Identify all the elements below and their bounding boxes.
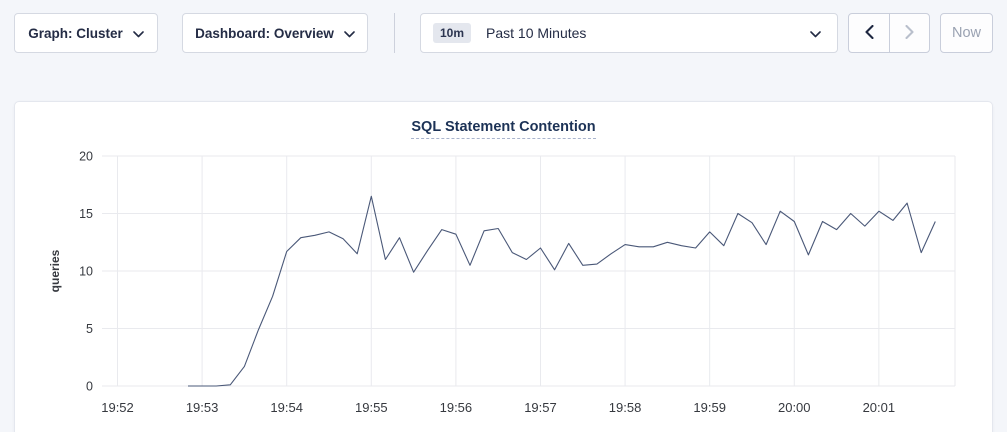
svg-text:19:53: 19:53 [186, 400, 219, 415]
chart-panel: SQL Statement Contention 0 5 10 15 20 19:52 19… [14, 101, 993, 432]
chart-area: 0 5 10 15 20 19:52 19:53 19:54 19:55 19:56 19:57 19… [21, 140, 986, 432]
graph-dropdown[interactable]: Graph: Cluster [14, 13, 158, 53]
chevron-down-icon [132, 26, 144, 41]
svg-text:10: 10 [79, 265, 93, 279]
chevron-down-icon [810, 25, 821, 41]
chevron-down-icon [344, 26, 355, 41]
svg-text:0: 0 [86, 380, 93, 394]
time-range-selector[interactable]: 10m Past 10 Minutes [420, 13, 838, 53]
svg-text:queries: queries [48, 249, 62, 292]
chart-title-text[interactable]: SQL Statement Contention [411, 119, 596, 139]
svg-text:5: 5 [86, 322, 93, 336]
chevron-left-icon [864, 24, 874, 42]
graph-dropdown-label: Graph: Cluster [28, 25, 123, 41]
svg-text:19:54: 19:54 [270, 400, 303, 415]
time-range-label: Past 10 Minutes [486, 25, 587, 41]
toolbar: Graph: Cluster Dashboard: Overview 10m P… [0, 0, 1007, 70]
dashboard-dropdown[interactable]: Dashboard: Overview [182, 13, 368, 53]
svg-text:15: 15 [79, 207, 93, 221]
svg-text:20:00: 20:00 [778, 400, 811, 415]
time-range-badge: 10m [433, 23, 472, 43]
svg-text:19:52: 19:52 [101, 400, 134, 415]
time-forward-button[interactable] [889, 14, 929, 52]
chevron-right-icon [905, 24, 914, 42]
time-nav-group [848, 13, 930, 53]
svg-text:20:01: 20:01 [863, 400, 896, 415]
dashboard-dropdown-label: Dashboard: Overview [195, 25, 334, 41]
time-back-button[interactable] [849, 14, 889, 52]
toolbar-divider [394, 13, 395, 53]
now-button[interactable]: Now [940, 13, 993, 53]
svg-text:19:59: 19:59 [693, 400, 726, 415]
svg-text:19:57: 19:57 [524, 400, 557, 415]
svg-text:19:58: 19:58 [609, 400, 642, 415]
svg-text:19:56: 19:56 [440, 400, 473, 415]
svg-text:20: 20 [79, 150, 93, 164]
sql-contention-line-chart[interactable]: 0 5 10 15 20 19:52 19:53 19:54 19:55 19:56 19:57 19… [21, 140, 986, 430]
chart-title: SQL Statement Contention [15, 118, 992, 140]
svg-text:19:55: 19:55 [355, 400, 388, 415]
